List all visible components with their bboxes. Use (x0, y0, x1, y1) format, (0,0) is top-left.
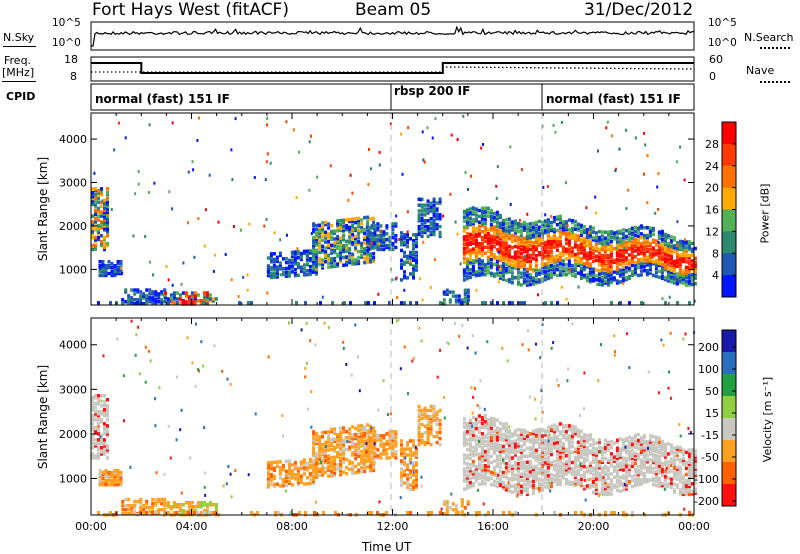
colorbar-tick-label: 4 (712, 269, 719, 282)
colorbar-swatch (722, 165, 736, 189)
colorbar-swatch (722, 253, 736, 276)
ytick-label: 4000 (59, 339, 87, 352)
noise-sky-line (91, 25, 695, 47)
ytick-label: 3000 (59, 383, 87, 396)
frequency-line (91, 62, 694, 74)
colorbar-swatch (722, 396, 736, 419)
colorbar-swatch (722, 143, 736, 167)
ytick-label: 2000 (59, 428, 87, 441)
ytick-label: 3000 (59, 177, 87, 190)
cpid-segment-3: normal (fast) 151 IF (546, 92, 681, 106)
colorbar-swatch (722, 122, 736, 145)
colorbar-tick-label: 50 (705, 385, 719, 398)
colorbar-tick-label: 200 (698, 341, 719, 354)
date-title: 31/Dec/2012 (584, 0, 694, 20)
colorbar-swatch (722, 187, 736, 210)
colorbar-swatch (722, 330, 736, 353)
velocity-heatmap-cells (91, 318, 697, 517)
nave-dotted-key (760, 81, 790, 83)
colorbar-swatch (722, 418, 736, 441)
ytick-label: 1000 (59, 263, 87, 276)
velocity-ylabel: Slant Range [km] (36, 364, 50, 470)
colorbar-swatch (722, 352, 736, 375)
colorbar-swatch (722, 440, 736, 463)
cpid-panel-frame (90, 83, 695, 111)
nsky-underline (3, 46, 36, 47)
ytick-label: 4000 (59, 133, 87, 146)
freq-axis-top: 18 (64, 53, 78, 66)
colorbar-swatch (722, 231, 736, 254)
colorbar-tick-label: 28 (705, 138, 719, 151)
colorbar-tick-label: 15 (705, 407, 719, 420)
colorbar-tick-label: 8 (712, 247, 719, 260)
colorbar-tick-label: -50 (701, 451, 719, 464)
ytick-label: 2000 (59, 220, 87, 233)
xtick-label: 16:00 (477, 520, 509, 533)
nsearch-dotted-key (760, 47, 790, 49)
colorbar-tick-label: 16 (705, 204, 719, 217)
colorbar-swatch (722, 209, 736, 232)
colorbar-tick-label: 20 (705, 182, 719, 195)
colorbar-tick-label: -15 (701, 429, 719, 442)
nave-label: Nave (746, 64, 775, 77)
xtick-label: 12:00 (377, 520, 409, 533)
noise-axis-bottom-left: 10^0 (52, 37, 81, 49)
cpid-segment-1: normal (fast) 151 IF (95, 92, 230, 106)
xtick-label: 00:00 (75, 520, 107, 533)
freq-label: Freq. (4, 54, 32, 67)
cpid-label: CPID (6, 90, 36, 103)
beam-title: Beam 05 (355, 0, 432, 20)
velocity-colorbar-label: Velocity [m s⁻¹] (761, 376, 774, 463)
velocity-colorbar: 200 100 50 15 -15 -50 -100 -200 (694, 329, 737, 508)
xtick-label: 08:00 (276, 520, 308, 533)
freq-axis-bottom: 8 (70, 70, 77, 83)
colorbar-tick-label: 100 (698, 363, 719, 376)
velocity-axis: 1000 2000 3000 4000 00:00 04:00 08:00 12:00 16:0… (59, 318, 710, 533)
ytick-label: 1000 (59, 472, 87, 485)
power-heatmap-cells (91, 114, 697, 306)
colorbar-swatch (722, 484, 736, 507)
noise-axis-top-right: 10^5 (708, 17, 737, 29)
noise-panel-frame (90, 21, 695, 51)
xtick-label: 04:00 (176, 520, 208, 533)
power-colorbar: 4 8 12 16 20 24 28 (705, 121, 737, 298)
nave-axis-top: 60 (709, 53, 723, 66)
colorbar-tick-label: -100 (694, 473, 719, 486)
colorbar-swatch (722, 462, 736, 485)
cpid-segment-2: rbsp 200 IF (394, 84, 471, 98)
freq-panel-frame (90, 56, 695, 82)
xtick-label: 20:00 (578, 520, 610, 533)
noise-axis-top-left: 10^5 (52, 17, 81, 29)
xtick-label: 00:00 (678, 520, 710, 533)
power-axis: 1000 2000 3000 4000 (59, 113, 695, 305)
station-title: Fort Hays West (fitACF) (92, 0, 289, 20)
colorbar-swatch (722, 275, 736, 298)
colorbar-swatch (722, 374, 736, 397)
nsearch-label: N.Search (744, 31, 794, 44)
power-colorbar-label: Power [dB] (758, 183, 772, 244)
freq-underline (2, 81, 36, 82)
nave-axis-bottom: 0 (709, 70, 716, 83)
noise-axis-bottom-right: 10^0 (708, 37, 737, 49)
time-axis-label: Time UT (362, 540, 412, 554)
colorbar-tick-label: 12 (705, 225, 719, 238)
nave-line (91, 66, 695, 73)
nsky-label: N.Sky (3, 31, 35, 44)
colorbar-tick-label: 24 (705, 160, 719, 173)
freq-unit-label: [MHz] (2, 66, 35, 79)
colorbar-tick-label: -200 (694, 495, 719, 508)
power-ylabel: Slant Range [km] (36, 156, 50, 262)
